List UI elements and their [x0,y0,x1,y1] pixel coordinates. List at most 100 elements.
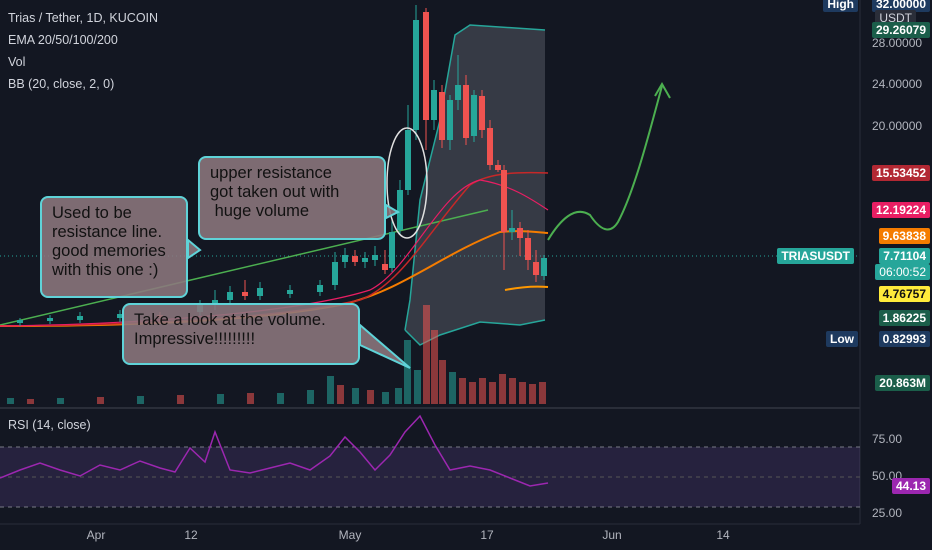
candle-body [372,255,378,260]
legend-volume[interactable]: Vol [8,55,26,69]
volume-bar [449,372,456,404]
rsi-band [0,447,860,507]
candle-body [352,256,358,262]
volume-bar [499,374,506,404]
candle-body [509,228,515,232]
note-pointer [359,322,411,369]
legend-rsi[interactable]: RSI (14, close) [8,418,91,432]
volume-bar [414,370,421,404]
time-tick: Jun [602,528,622,542]
volume-bar [382,392,389,404]
candle-body [382,264,388,270]
candle-body [487,128,493,165]
current-symbol: TRIASUSDT [777,248,854,264]
volume-bar [423,305,430,404]
candle-body [77,316,83,320]
volume-marker: 20.863M [875,375,930,391]
candle-body [439,92,445,140]
current-price: 7.71104 [879,248,930,264]
candle-body [479,96,485,130]
volume-bar [217,394,224,404]
time-tick: May [338,528,362,542]
volume-bar [404,340,411,404]
volume-bar [247,393,254,404]
candle-body [431,90,437,120]
bb-lower-marker: 1.86225 [878,310,930,326]
volume-bar [177,395,184,404]
volume-bar [307,390,314,404]
candle-body [317,285,323,292]
candle-body [423,12,429,120]
candle-body [397,190,403,230]
volume-bar [7,398,14,404]
candle-body [17,320,23,323]
projection-arrow [547,85,663,241]
ema-pink-marker: 12.19224 [871,202,930,218]
note-volume[interactable]: Take a look at the volume. Impressive!!!… [122,303,360,365]
low-value: 0.82993 [878,331,930,347]
breakout-ellipse [386,127,428,239]
candle-body [227,292,233,300]
candle-body [413,20,419,130]
countdown: 06:00:52 [875,264,930,280]
candle-body [471,95,477,136]
legend-symbol[interactable]: Trias / Tether, 1D, KUCOIN [8,11,159,25]
candle-body [541,258,547,276]
volume-bar [395,388,402,404]
legend-ema[interactable]: EMA 20/50/100/200 [8,33,118,47]
price-tick: 24.00000 [872,77,923,91]
note-pointer [385,203,401,220]
rsi-tick: 25.00 [872,506,903,520]
volume-bar [439,360,446,404]
candle-body [117,314,123,318]
ema-low-marker: 4.76757 [878,286,930,302]
candle-body [463,85,469,138]
volume-bar [337,385,344,404]
arrow-head [654,82,671,99]
volume-bar [469,382,476,404]
ema-red-marker: 15.53452 [871,165,930,181]
note-upper-resistance[interactable]: upper resistance got taken out with huge… [198,156,386,240]
legend-bollinger[interactable]: BB (20, close, 2, 0) [8,77,115,91]
candle-body [47,318,53,321]
candle-body [242,292,248,296]
high-value: 32.00000 [871,0,930,12]
volume-bar [479,378,486,404]
bb-upper-marker: 29.26079 [871,22,930,38]
rsi-tick: 75.00 [872,432,903,446]
volume-bar [509,378,516,404]
price-tick: 28.00000 [872,36,923,50]
candle-body [405,130,411,190]
time-tick: 12 [184,528,198,542]
low-label: Low [826,331,858,347]
candle-body [455,85,461,100]
high-label: High [823,0,858,12]
ema-orange-marker: 9.63838 [878,228,930,244]
bollinger-band-fill [405,25,545,345]
volume-bar [459,378,466,404]
candle-body [332,262,338,285]
volume-bar [539,382,546,404]
volume-bar [137,396,144,404]
volume-bar [519,382,526,404]
rsi-line [0,414,549,487]
candle-body [257,288,263,296]
ema-low-line [504,285,549,291]
bollinger-lower [404,319,546,346]
volume-bar [367,390,374,404]
note-resistance-line[interactable]: Used to be resistance line. good memorie… [40,196,188,298]
candle-body [447,100,453,140]
volume-bar [27,399,34,404]
volume-bar [277,393,284,404]
candle-body [362,258,368,262]
candle-body [501,170,507,232]
rsi-value: 44.13 [891,478,930,494]
candle-body [525,238,531,260]
volume-bar [57,398,64,404]
note-pointer [187,237,202,260]
time-tick: 17 [480,528,494,542]
candle-body [389,232,395,268]
time-tick: Apr [86,528,106,542]
candle-body [533,262,539,275]
